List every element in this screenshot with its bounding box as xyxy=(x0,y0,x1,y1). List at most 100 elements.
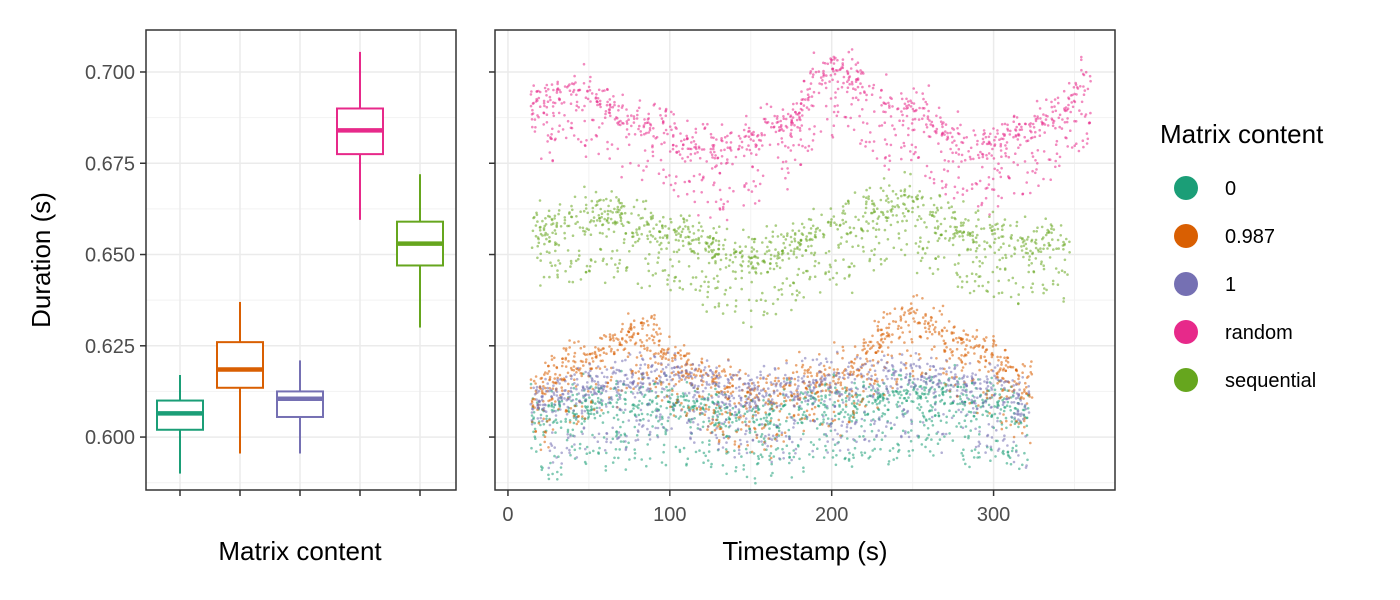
scatter-point xyxy=(836,69,839,72)
scatter-point xyxy=(811,358,815,362)
scatter-point xyxy=(625,108,628,111)
scatter-point xyxy=(793,419,797,423)
scatter-point xyxy=(981,155,985,159)
scatter-point xyxy=(591,360,595,363)
scatter-point xyxy=(541,387,545,391)
scatter-point xyxy=(567,359,570,363)
scatter-point xyxy=(546,100,550,103)
scatter-point xyxy=(769,444,773,448)
scatter-point xyxy=(833,405,836,408)
scatter-point xyxy=(921,421,925,424)
scatter-point xyxy=(943,342,946,346)
scatter-point xyxy=(873,422,876,426)
scatter-point xyxy=(957,176,960,179)
scatter-point xyxy=(642,125,646,129)
scatter-point xyxy=(581,226,585,230)
scatter-point xyxy=(809,371,812,375)
scatter-point xyxy=(583,409,587,413)
scatter-point xyxy=(1021,371,1024,375)
scatter-point xyxy=(691,417,694,421)
scatter-point xyxy=(546,134,550,137)
scatter-point xyxy=(1005,426,1008,430)
scatter-point xyxy=(881,395,884,398)
scatter-point xyxy=(964,425,968,428)
scatter-point xyxy=(610,347,613,351)
scatter-point xyxy=(553,403,556,406)
scatter-point xyxy=(908,312,911,315)
scatter-point xyxy=(1004,348,1007,352)
scatter-point xyxy=(752,130,755,134)
scatter-point xyxy=(531,108,534,112)
scatter-point xyxy=(555,456,558,459)
scatter-point xyxy=(725,450,728,453)
scatter-point xyxy=(923,423,926,427)
scatter-point xyxy=(846,437,849,440)
scatter-point xyxy=(703,396,706,400)
boxplot-panel-border xyxy=(145,29,457,491)
scatter-point xyxy=(846,394,849,398)
scatter-point xyxy=(674,401,678,405)
scatter-point xyxy=(717,423,721,426)
scatter-point xyxy=(832,62,836,65)
scatter-point xyxy=(930,120,934,124)
scatter-point xyxy=(926,337,929,340)
scatter-point xyxy=(849,67,853,70)
scatter-point xyxy=(985,336,988,339)
scatter-point xyxy=(849,414,853,418)
scatter-point xyxy=(798,398,801,401)
scatter-point xyxy=(533,130,537,133)
scatter-point xyxy=(822,415,825,418)
scatter-point xyxy=(942,371,945,375)
scatter-point xyxy=(671,356,674,360)
scatter-point xyxy=(671,389,674,392)
scatter-point xyxy=(661,347,664,351)
scatter-point xyxy=(632,332,636,335)
scatter-point xyxy=(949,383,953,387)
scatter-point xyxy=(657,352,660,355)
scatter-point xyxy=(813,400,817,403)
scatter-point xyxy=(806,391,810,394)
scatter-point xyxy=(969,231,972,235)
scatter-point xyxy=(620,389,623,392)
scatter-point xyxy=(985,396,989,400)
scatter-point xyxy=(648,430,652,434)
scatter-point xyxy=(810,391,814,395)
scatter-point xyxy=(960,160,963,163)
scatter-point xyxy=(666,351,670,355)
scatter-point xyxy=(1058,125,1061,129)
scatter-point xyxy=(539,416,542,420)
scatter-point xyxy=(532,411,536,414)
scatter-point xyxy=(980,203,983,207)
scatter-point xyxy=(621,93,624,97)
scatter-point xyxy=(1021,376,1024,379)
scatter-point xyxy=(666,419,670,423)
scatter-point xyxy=(981,165,984,169)
scatter-point xyxy=(707,408,710,411)
scatter-point xyxy=(964,348,967,351)
scatter-point xyxy=(945,421,948,424)
scatter-point xyxy=(750,409,754,413)
scatter-point xyxy=(635,419,638,422)
scatter-point xyxy=(1012,192,1016,195)
scatter-point xyxy=(1025,376,1029,379)
scatter-point xyxy=(771,409,775,413)
scatter-point xyxy=(664,365,668,369)
scatter-point xyxy=(554,387,558,391)
scatter-point xyxy=(687,352,691,355)
scatter-point xyxy=(840,66,843,69)
scatter-point xyxy=(813,251,817,255)
scatter-point xyxy=(819,370,822,374)
scatter-point xyxy=(637,423,641,426)
scatter-point xyxy=(796,391,799,394)
scatter-point xyxy=(841,64,845,67)
scatter-point xyxy=(702,461,705,465)
scatter-point xyxy=(610,143,614,146)
scatter-point xyxy=(956,127,959,130)
scatter-point xyxy=(959,123,962,127)
scatter-point xyxy=(846,423,849,426)
scatter-point xyxy=(937,106,941,110)
scatter-point xyxy=(876,329,880,333)
scatter-point xyxy=(624,468,628,471)
scatter-point xyxy=(902,141,906,145)
scatter-point xyxy=(594,355,598,359)
